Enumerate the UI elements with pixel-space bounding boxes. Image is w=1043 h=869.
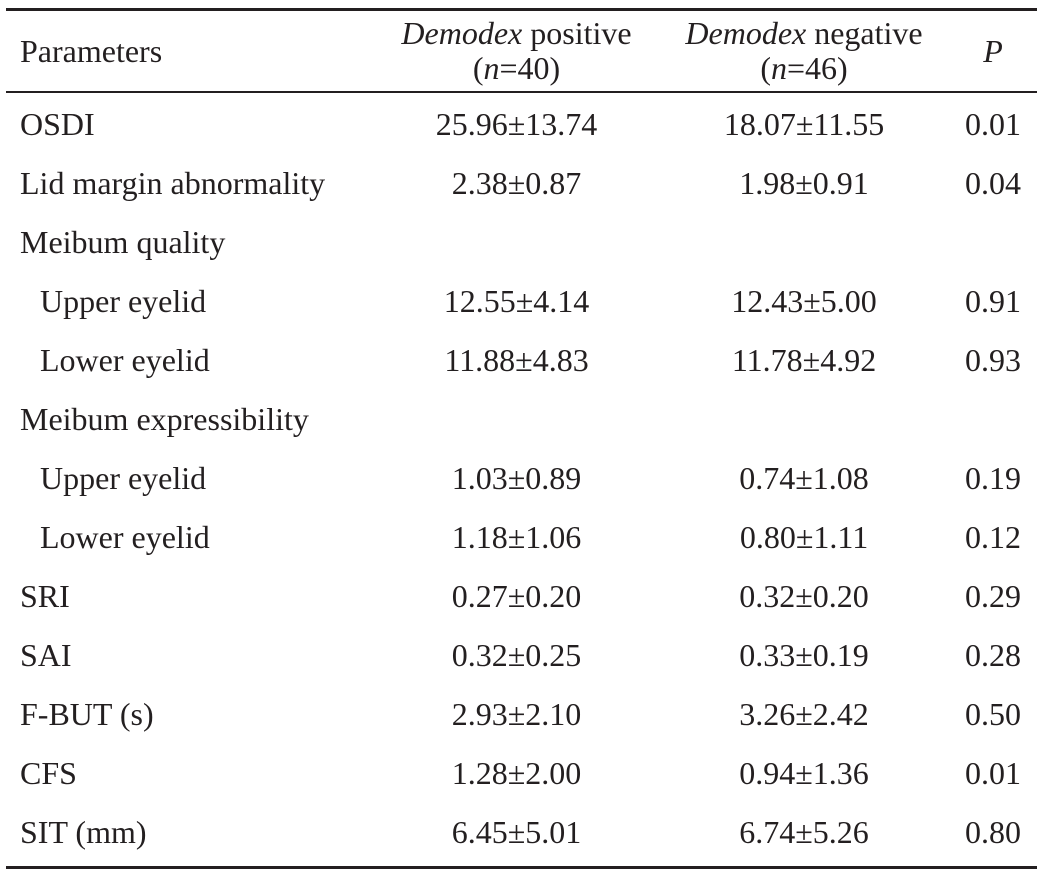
- table-body: OSDI 25.96±13.74 18.07±11.55 0.01 Lid margin…: [6, 93, 1037, 866]
- cell-p-value: 0.91: [965, 283, 1021, 319]
- cell-demodex-negative: 0.74±1.08: [739, 460, 869, 496]
- cell-parameter: Meibum expressibility: [20, 401, 309, 437]
- table-row: CFS 1.28±2.00 0.94±1.36 0.01: [6, 744, 1037, 803]
- table-row: Upper eyelid 12.55±4.14 12.43±5.00 0.91: [6, 272, 1037, 331]
- cell-parameter: Upper eyelid: [40, 283, 207, 319]
- cell-demodex-positive: 25.96±13.74: [435, 106, 598, 142]
- cell-p-value: 0.19: [965, 460, 1021, 496]
- header-neg-n-rest: =46): [786, 50, 848, 86]
- cell-p-value: 0.29: [965, 578, 1021, 614]
- cell-p-value: 0.01: [965, 755, 1021, 791]
- table-header-row: Parameters Demodex positive (n=40) Demod…: [6, 11, 1037, 91]
- cell-parameter: OSDI: [20, 106, 95, 142]
- table-row: Lower eyelid 11.88±4.83 11.78±4.92 0.93: [6, 331, 1037, 390]
- cell-parameter: Lower eyelid: [40, 519, 210, 555]
- header-demodex-positive-line2: (n=40): [374, 51, 659, 86]
- header-neg-n-open: (: [760, 50, 771, 86]
- cell-demodex-negative: 3.26±2.42: [739, 696, 869, 732]
- table-row: Lid margin abnormality 2.38±0.87 1.98±0.91…: [6, 154, 1037, 213]
- table-row: SIT (mm) 6.45±5.01 6.74±5.26 0.80: [6, 803, 1037, 862]
- header-demodex-positive: Demodex positive (n=40): [374, 16, 659, 86]
- cell-p-value: 0.04: [965, 165, 1021, 201]
- cell-parameter: Meibum quality: [20, 224, 226, 260]
- header-neg-italic: Demodex: [685, 15, 807, 51]
- cell-demodex-negative: 12.43±5.00: [731, 283, 877, 319]
- header-pos-italic: Demodex: [401, 15, 523, 51]
- cell-demodex-negative: 0.94±1.36: [739, 755, 869, 791]
- cell-demodex-positive: 2.38±0.87: [451, 165, 582, 201]
- header-pos-n-open: (: [472, 50, 484, 86]
- header-pos-n-var: n: [483, 50, 500, 86]
- table-row: Meibum quality: [6, 213, 1037, 272]
- cell-parameter: SAI: [20, 637, 72, 673]
- cell-demodex-negative: 0.80±1.11: [739, 519, 869, 555]
- cell-demodex-positive: 0.27±0.20: [451, 578, 582, 614]
- cell-parameter: CFS: [20, 755, 77, 791]
- cell-demodex-negative: 6.74±5.26: [739, 814, 869, 850]
- cell-demodex-positive: 1.03±0.89: [451, 460, 582, 496]
- header-p-value: P: [949, 33, 1037, 70]
- cell-demodex-negative: 0.33±0.19: [739, 637, 869, 673]
- table-row: SAI 0.32±0.25 0.33±0.19 0.28: [6, 626, 1037, 685]
- header-demodex-negative-line1: Demodex negative: [659, 16, 949, 51]
- table-row: OSDI 25.96±13.74 18.07±11.55 0.01: [6, 95, 1037, 154]
- cell-parameter: SRI: [20, 578, 70, 614]
- header-neg-n-var: n: [770, 50, 787, 86]
- cell-p-value: 0.50: [965, 696, 1021, 732]
- table-row: Lower eyelid 1.18±1.06 0.80±1.11 0.12: [6, 508, 1037, 567]
- table-row: Meibum expressibility: [6, 390, 1037, 449]
- cell-demodex-positive: 2.93±2.10: [451, 696, 582, 732]
- cell-p-value: 0.28: [965, 637, 1021, 673]
- cell-demodex-positive: 0.32±0.25: [451, 637, 582, 673]
- cell-parameter: Lower eyelid: [40, 342, 210, 378]
- cell-demodex-positive: 11.88±4.83: [444, 342, 589, 378]
- header-demodex-positive-line1: Demodex positive: [374, 16, 659, 51]
- table-row: Upper eyelid 1.03±0.89 0.74±1.08 0.19: [6, 449, 1037, 508]
- cell-demodex-positive: 6.45±5.01: [451, 814, 582, 850]
- header-pos-rest: positive: [522, 15, 632, 51]
- cell-parameter: Upper eyelid: [40, 460, 207, 496]
- cell-demodex-positive: 1.28±2.00: [451, 755, 582, 791]
- table-row: F-BUT (s) 2.93±2.10 3.26±2.42 0.50: [6, 685, 1037, 744]
- cell-parameter: SIT (mm): [20, 814, 147, 850]
- cell-demodex-negative: 18.07±11.55: [723, 106, 885, 142]
- cell-parameter: F-BUT (s): [20, 696, 154, 732]
- header-demodex-negative: Demodex negative (n=46): [659, 16, 949, 86]
- table-top-rule: [6, 8, 1037, 11]
- table-bottom-rule: [6, 866, 1037, 869]
- header-neg-rest: negative: [806, 15, 923, 51]
- header-p-italic: P: [983, 32, 1003, 69]
- cell-demodex-negative: 1.98±0.91: [739, 165, 869, 201]
- cell-demodex-negative: 11.78±4.92: [731, 342, 877, 378]
- table-row: SRI 0.27±0.20 0.32±0.20 0.29: [6, 567, 1037, 626]
- cell-p-value: 0.12: [965, 519, 1021, 555]
- cell-parameter: Lid margin abnormality: [20, 165, 326, 201]
- cell-p-value: 0.80: [965, 814, 1021, 850]
- cell-p-value: 0.93: [965, 342, 1021, 378]
- table-header-rule: [6, 91, 1037, 93]
- cell-demodex-negative: 0.32±0.20: [739, 578, 869, 614]
- cell-p-value: 0.01: [965, 106, 1021, 142]
- comparison-table: Parameters Demodex positive (n=40) Demod…: [6, 8, 1037, 869]
- cell-demodex-positive: 1.18±1.06: [451, 519, 582, 555]
- header-pos-n-rest: =40): [499, 50, 561, 86]
- cell-demodex-positive: 12.55±4.14: [443, 283, 590, 319]
- header-parameters: Parameters: [20, 32, 163, 69]
- header-demodex-negative-line2: (n=46): [659, 51, 949, 86]
